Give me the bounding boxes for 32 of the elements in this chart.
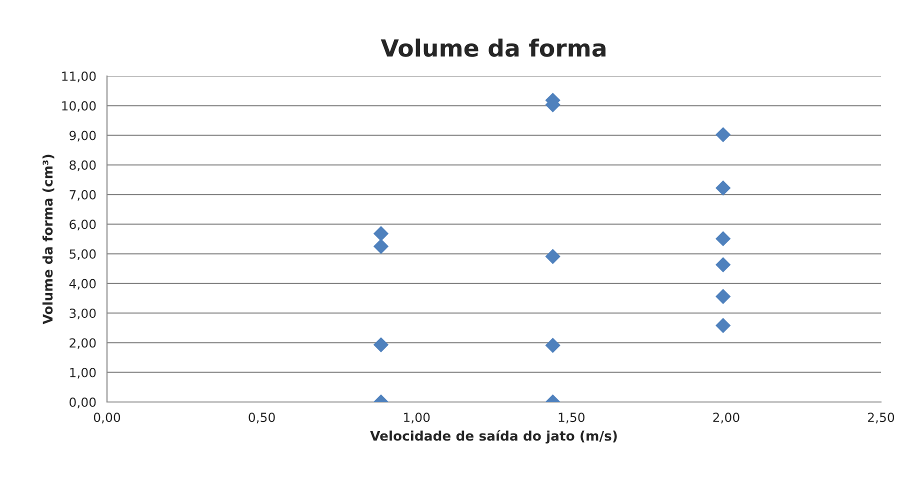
- x-tick-label: 2,00: [713, 412, 740, 424]
- x-tick-label: 1,50: [558, 412, 584, 424]
- y-tick-label: 1,00: [70, 368, 96, 379]
- point: [373, 337, 389, 352]
- x-tick-label: 1,00: [404, 412, 430, 424]
- y-tick-label: 2,00: [70, 338, 96, 349]
- chart-title: Volume da forma: [380, 38, 606, 57]
- point: [715, 257, 731, 272]
- x-tick-label: 2,50: [868, 412, 894, 424]
- y-tick-label: 3,00: [70, 308, 96, 320]
- point: [545, 248, 560, 264]
- x-tick-label: 0,50: [248, 412, 275, 424]
- x-axis-title: Velocidade de saída do jato (m/s): [370, 430, 617, 444]
- y-tick-label: 8,00: [70, 160, 96, 172]
- point: [373, 238, 389, 254]
- point: [715, 288, 731, 304]
- point: [715, 231, 731, 246]
- point: [715, 318, 731, 334]
- y-tick-label: 7,00: [70, 190, 96, 201]
- point: [373, 226, 389, 242]
- y-tick-label: 0,00: [70, 397, 96, 408]
- y-tick-label: 9,00: [70, 130, 96, 142]
- x-tick-label: 0,00: [94, 412, 120, 424]
- y-tick-label: 11,00: [62, 71, 96, 82]
- point: [715, 127, 731, 142]
- y-tick-label: 4,00: [69, 278, 96, 290]
- point: [715, 180, 731, 196]
- y-tick-label: 5,00: [70, 249, 96, 260]
- y-tick-label: 6,00: [70, 220, 96, 230]
- y-tick-label: 10,00: [62, 101, 96, 112]
- y-axis-title: Volume da forma (cm³): [42, 154, 54, 324]
- point: [545, 338, 560, 353]
